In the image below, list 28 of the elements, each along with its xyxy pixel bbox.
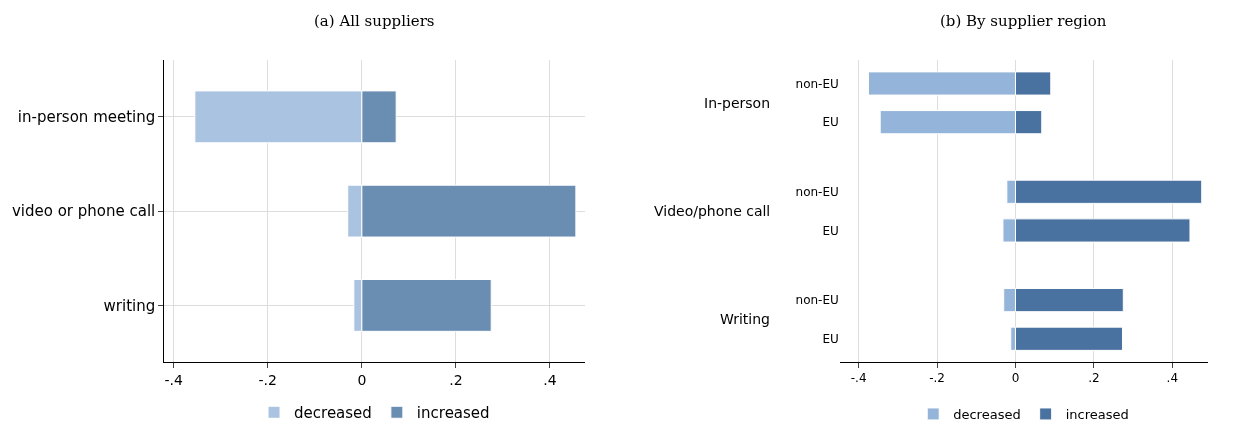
y-tick-label: non-EU (795, 184, 839, 199)
x-tick-label: -.4 (850, 371, 867, 386)
y-tick-label: EU (822, 331, 839, 346)
text: In-person (704, 95, 771, 111)
legend-label: increased (1065, 407, 1129, 423)
text: Writing (720, 311, 770, 327)
legend-label: increased (416, 404, 490, 423)
y-tick-label: non-EU (795, 76, 839, 91)
x-tick-label: -.2 (929, 371, 945, 386)
x-tick-label: .4 (543, 371, 557, 388)
legend-label: decreased (953, 407, 1021, 423)
x-tick-label: -.4 (164, 371, 183, 388)
y-tick-label: in-person meeting (17, 108, 156, 127)
y-tick-label: writing (103, 296, 156, 315)
chart-title: (a) All suppliers (314, 12, 435, 30)
x-tick-label: 0 (1011, 371, 1020, 386)
y-tick-label: video or phone call (11, 202, 156, 221)
x-tick-label: 0 (357, 371, 367, 388)
y-tick-label: non-EU (795, 293, 839, 308)
y-tick-label: EU (822, 223, 839, 238)
y-tick-label: EU (822, 115, 839, 130)
x-tick-label: .2 (449, 371, 463, 388)
x-tick-label: .4 (1166, 371, 1179, 386)
legend-label: decreased (294, 404, 372, 423)
x-tick-label: .2 (1088, 371, 1100, 386)
text: Video/phone call (654, 203, 771, 219)
chart-title: (b) By supplier region (940, 12, 1107, 30)
x-tick-label: -.2 (258, 371, 277, 388)
